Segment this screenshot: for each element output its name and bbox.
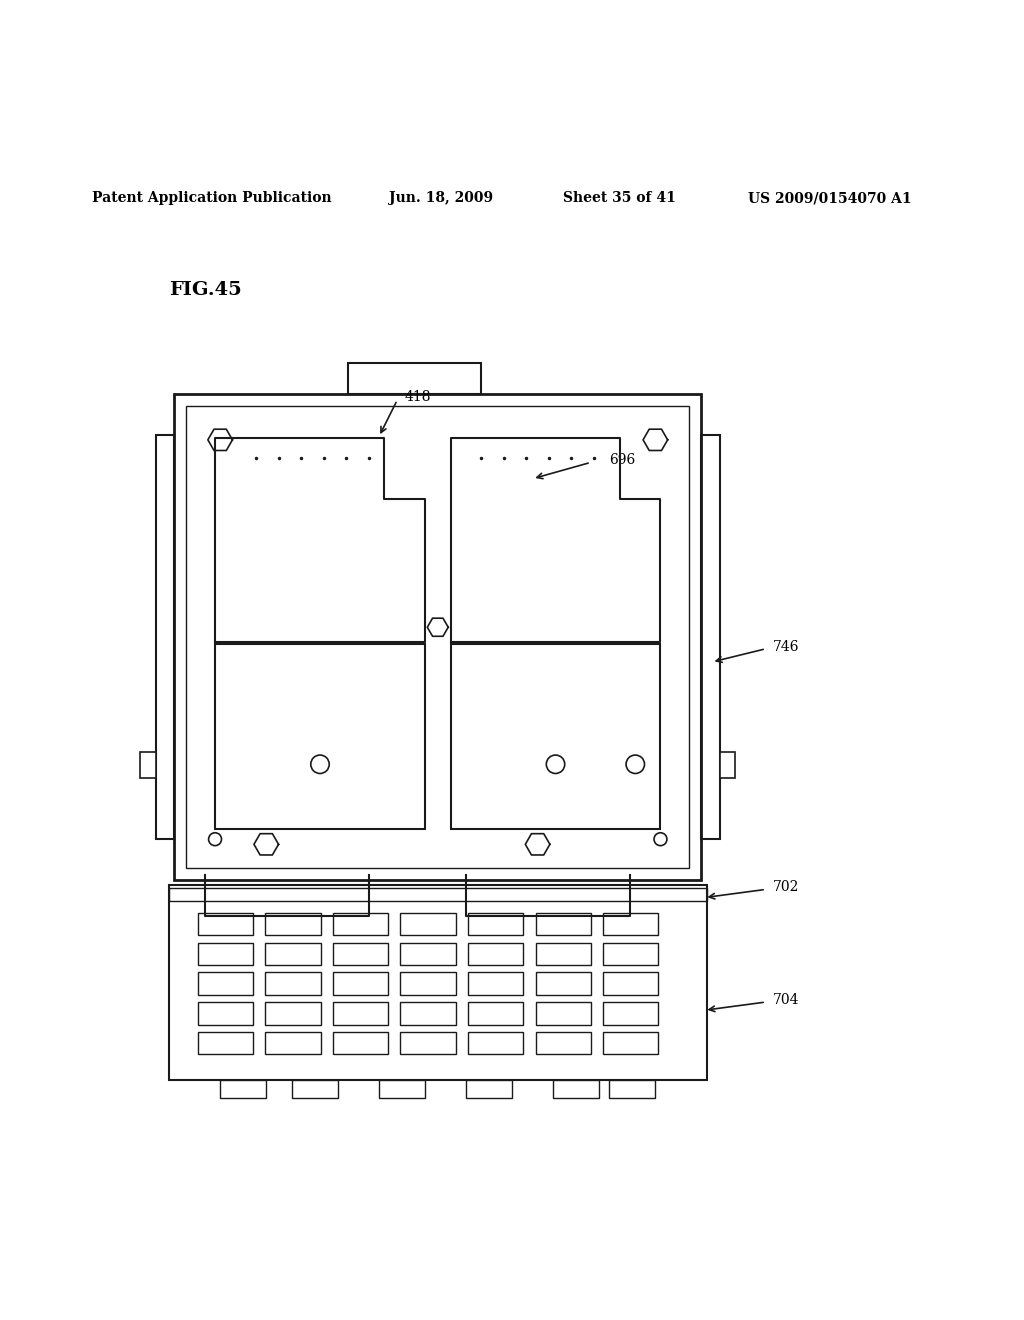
Bar [400,913,456,936]
Bar [198,1002,253,1024]
Text: Sheet 35 of 41: Sheet 35 of 41 [563,191,676,205]
Bar [333,1002,388,1024]
Bar [333,913,388,936]
Bar [169,888,707,900]
Bar [468,1002,523,1024]
Bar [603,1002,658,1024]
Bar [536,1032,591,1055]
Bar [174,393,701,880]
Bar [333,973,388,995]
Bar [468,913,523,936]
Text: 704: 704 [773,993,800,1007]
Text: US 2009/0154070 A1: US 2009/0154070 A1 [748,191,911,205]
Bar [603,942,658,965]
Bar [198,1032,253,1055]
Bar [451,644,660,829]
Bar [536,1002,591,1024]
Bar [609,1080,655,1098]
Bar [536,973,591,995]
Bar [701,434,720,840]
Bar [198,973,253,995]
Bar [198,913,253,936]
Text: 702: 702 [773,880,800,895]
Text: Patent Application Publication: Patent Application Publication [92,191,332,205]
Bar [468,1032,523,1055]
Bar [265,942,321,965]
Bar [265,913,321,936]
Bar [720,752,735,777]
Text: Jun. 18, 2009: Jun. 18, 2009 [389,191,494,205]
Bar [603,913,658,936]
Bar [198,942,253,965]
Text: 746: 746 [773,640,800,653]
Bar [400,1002,456,1024]
Bar [140,752,156,777]
Bar [265,1032,321,1055]
Bar [400,973,456,995]
Bar [265,973,321,995]
Bar [292,1080,338,1098]
Bar [265,1002,321,1024]
Bar [348,363,481,393]
Bar [468,973,523,995]
Bar [603,973,658,995]
Bar [333,1032,388,1055]
Text: FIG.45: FIG.45 [169,281,242,300]
Bar [468,942,523,965]
Bar [603,1032,658,1055]
Bar [466,1080,512,1098]
Bar [400,1032,456,1055]
Bar [215,644,425,829]
Bar [379,1080,425,1098]
Text: 418: 418 [404,389,431,404]
Bar [186,407,689,867]
Text: 696: 696 [609,453,636,467]
Bar [169,886,707,1080]
Bar [400,942,456,965]
Bar [553,1080,599,1098]
Bar [220,1080,266,1098]
Bar [156,434,174,840]
Bar [536,942,591,965]
Bar [333,942,388,965]
Bar [536,913,591,936]
